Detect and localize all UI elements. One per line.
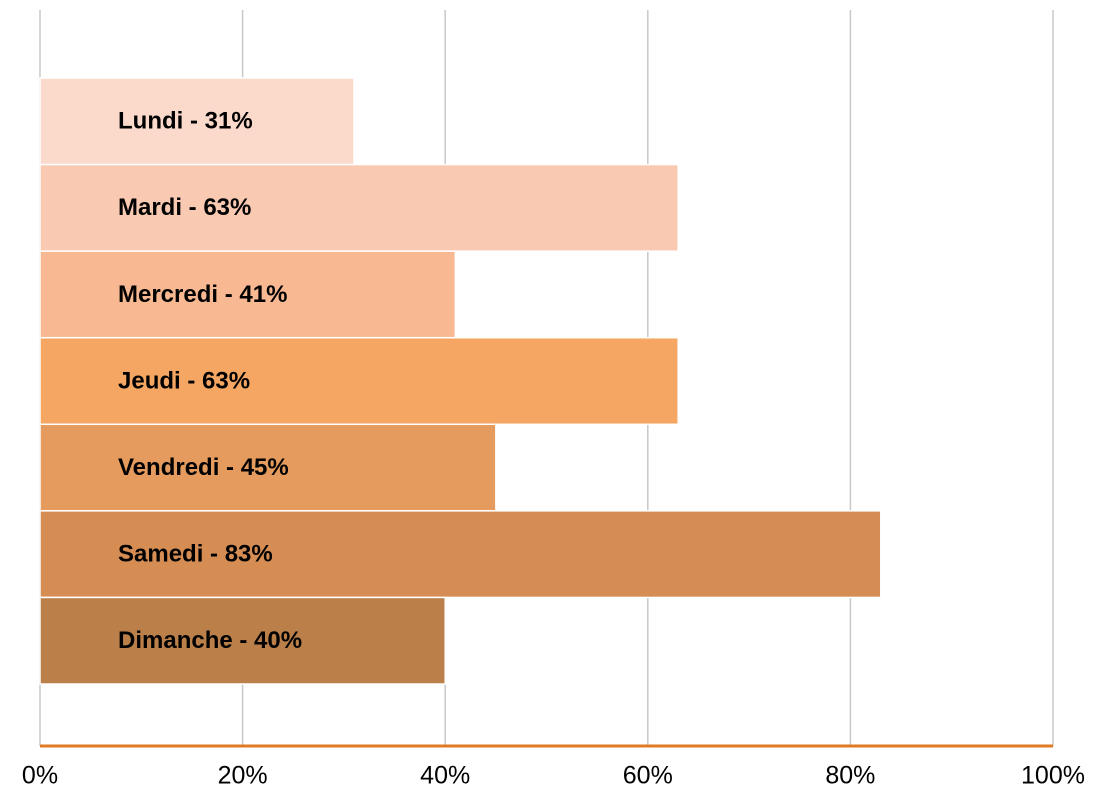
bar (39, 250, 457, 339)
x-tick-label: 60% (623, 762, 673, 790)
x-tick-label: 0% (22, 762, 58, 790)
x-tick-label: 40% (420, 762, 470, 790)
bar-label: Samedi - 83% (118, 540, 273, 567)
bar-label: Vendredi - 45% (118, 454, 289, 481)
bar (39, 510, 882, 599)
bar-label: Dimanche - 40% (118, 627, 302, 654)
bar-label: Mercredi - 41% (118, 281, 287, 308)
bar-label: Lundi - 31% (118, 108, 253, 135)
bar (39, 336, 679, 426)
x-tick-label: 20% (218, 762, 268, 790)
bar (39, 163, 679, 252)
bar-label: Mardi - 63% (118, 194, 251, 221)
x-tick-label: 100% (1021, 762, 1085, 790)
x-tick-label: 80% (825, 762, 875, 790)
bar-label: Jeudi - 63% (118, 367, 250, 394)
bar (39, 596, 446, 685)
bar (39, 423, 497, 512)
